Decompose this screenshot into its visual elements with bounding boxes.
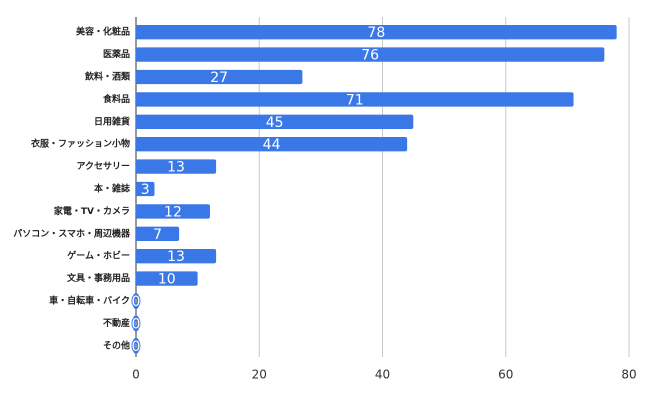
y-tick-label: 医薬品 [103, 48, 130, 60]
value-label: 0 [132, 316, 141, 332]
bar [136, 25, 617, 40]
value-label: 76 [361, 48, 379, 64]
value-label: 45 [266, 115, 284, 131]
bar [136, 249, 217, 264]
value-label: 0 [132, 294, 141, 310]
y-tick-label: 食料品 [102, 93, 130, 105]
y-tick-label: その他 [103, 339, 130, 351]
value-label: 27 [210, 70, 228, 86]
value-label: 10 [158, 272, 176, 288]
y-tick-label: 家電・TV・カメラ [54, 205, 130, 217]
y-tick-label: 不動産 [103, 317, 130, 329]
y-tick-label: 車・自転車・バイク [49, 295, 130, 307]
value-label: 71 [346, 92, 364, 108]
value-label: 3 [141, 182, 150, 198]
y-tick-label: 文具・事務用品 [66, 272, 130, 284]
value-label: 7 [153, 227, 162, 243]
bar [136, 137, 408, 152]
bar [136, 114, 414, 129]
value-label: 12 [164, 204, 182, 220]
zero-bar [133, 337, 139, 354]
y-tick-label: ゲーム・ホビー [67, 250, 130, 262]
value-label: 0 [132, 339, 141, 355]
x-tick-label: 40 [375, 368, 390, 382]
bar [136, 47, 605, 62]
bar [136, 181, 155, 197]
bar [136, 204, 210, 219]
bar [136, 159, 217, 174]
value-label: 44 [263, 137, 281, 153]
x-tick-label: 80 [621, 368, 636, 382]
bar [136, 226, 180, 241]
bar [136, 69, 303, 85]
y-tick-label: 衣服・ファッション小物 [31, 138, 130, 150]
value-label: 78 [367, 25, 385, 41]
y-tick-label: 美容・化粧品 [76, 26, 130, 38]
bar [136, 92, 574, 107]
y-tick-label: 飲料・酒類 [84, 71, 131, 83]
y-tick-label: パソコン・スマホ・周辺機器 [13, 227, 131, 239]
value-label: 13 [167, 160, 185, 176]
value-label: 13 [167, 249, 185, 265]
y-tick-label: 日用雑貨 [94, 115, 130, 127]
zero-bar [133, 315, 139, 332]
zero-bar [133, 293, 139, 309]
y-tick-label: アクセサリー [76, 161, 130, 172]
x-tick-label: 20 [252, 368, 267, 382]
bar [136, 271, 198, 286]
x-tick-label: 60 [498, 368, 513, 382]
x-tick-label: 0 [132, 368, 140, 382]
y-tick-label: 本・雑誌 [94, 183, 130, 195]
